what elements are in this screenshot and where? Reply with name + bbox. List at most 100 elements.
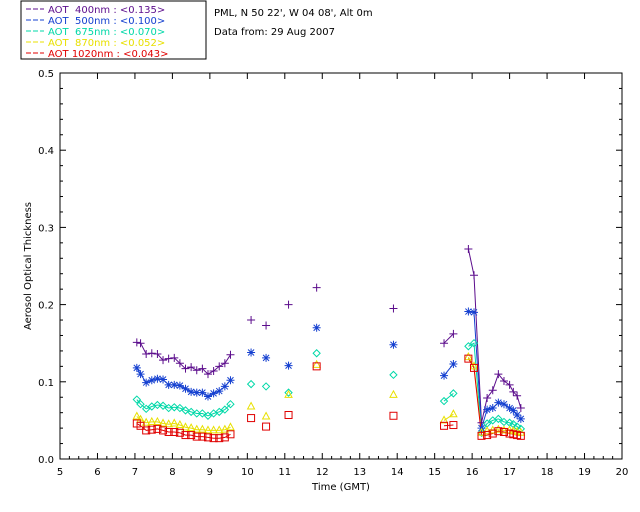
data-point (136, 339, 145, 348)
data-point (469, 338, 479, 348)
series-line (443, 333, 454, 344)
data-point (247, 348, 256, 357)
data-point (153, 424, 162, 433)
data-point (220, 424, 230, 433)
data-point (147, 349, 156, 358)
data-point (181, 364, 190, 373)
data-point (215, 434, 224, 443)
data-point (464, 354, 473, 363)
data-point (470, 308, 479, 317)
data-point (284, 389, 293, 398)
data-point (284, 410, 293, 419)
x-tick-label: 16 (466, 467, 479, 478)
data-point (226, 399, 235, 409)
data-point (192, 366, 201, 375)
data-point (198, 432, 207, 441)
data-point (261, 382, 271, 391)
y-tick-label: 0.4 (38, 146, 54, 157)
series-line (136, 341, 231, 375)
data-point (494, 427, 503, 436)
data-point (246, 401, 256, 410)
x-axis-label: Time (GMT) (311, 482, 370, 493)
data-point (312, 283, 321, 292)
legend-entry: AOT 500nm : <0.100> (48, 16, 165, 27)
y-tick-label: 0.0 (38, 455, 54, 466)
data-point (175, 359, 184, 368)
y-axis-label: Aerosol Optical Thickness (23, 202, 34, 330)
data-point (198, 364, 207, 373)
data-point (312, 359, 321, 368)
data-point (499, 400, 508, 409)
data-point (198, 388, 207, 397)
data-point (477, 431, 486, 440)
x-tick-label: 18 (541, 467, 554, 478)
data-point (192, 424, 202, 433)
data-point (132, 338, 141, 347)
data-point (464, 245, 473, 254)
data-point (186, 423, 196, 432)
data-point (505, 404, 514, 413)
legend-box (20, 0, 207, 60)
data-point (187, 363, 196, 372)
data-point (464, 352, 473, 361)
data-markers (132, 245, 526, 443)
data-point (164, 427, 173, 436)
data-point (198, 409, 207, 418)
data-point (449, 329, 458, 338)
data-point (153, 400, 162, 410)
x-tick-label: 9 (207, 467, 213, 478)
data-point (209, 425, 218, 434)
data-point (186, 407, 196, 417)
data-point (516, 431, 525, 440)
data-point (261, 411, 271, 420)
plot-frame (59, 72, 623, 460)
data-point (513, 391, 522, 400)
x-tick-label: 13 (353, 467, 366, 478)
data-point (142, 426, 151, 435)
data-point (203, 425, 213, 434)
data-point (220, 405, 230, 414)
data-point (132, 395, 142, 404)
data-point (483, 431, 492, 440)
data-point (464, 342, 473, 351)
data-point (203, 411, 213, 420)
data-point (203, 370, 212, 379)
data-point (175, 403, 185, 413)
data-point (512, 422, 522, 431)
data-point (147, 416, 157, 425)
data-point (169, 418, 179, 427)
data-point (469, 361, 479, 370)
data-point (215, 362, 224, 371)
data-point (158, 418, 168, 427)
data-point (389, 411, 398, 420)
data-point (142, 350, 151, 359)
x-tick-label: 6 (94, 467, 100, 478)
x-tick-label: 20 (616, 467, 629, 478)
data-point (181, 431, 190, 440)
data-point (153, 350, 162, 359)
data-point (132, 411, 142, 420)
data-point (147, 376, 156, 385)
data-point (159, 426, 168, 435)
data-point (516, 404, 525, 413)
data-point (209, 366, 218, 375)
data-point (214, 425, 224, 434)
data-point (192, 409, 201, 418)
data-point (440, 371, 449, 380)
data-point (136, 370, 145, 379)
x-tick-label: 5 (57, 467, 63, 478)
data-point (516, 414, 525, 423)
legend-entry: AOT 870nm : <0.052> (48, 38, 165, 49)
data-point (220, 382, 229, 391)
data-point (181, 384, 190, 393)
data-point (389, 370, 398, 380)
data-point (226, 422, 235, 431)
y-tick-label: 0.5 (38, 69, 54, 80)
data-point (312, 362, 321, 371)
title-line-2: Data from: 29 Aug 2007 (214, 27, 335, 38)
x-tick-label: 15 (428, 467, 441, 478)
data-point (164, 380, 173, 389)
data-point (181, 406, 190, 415)
data-point (470, 363, 479, 372)
data-point (464, 307, 473, 316)
